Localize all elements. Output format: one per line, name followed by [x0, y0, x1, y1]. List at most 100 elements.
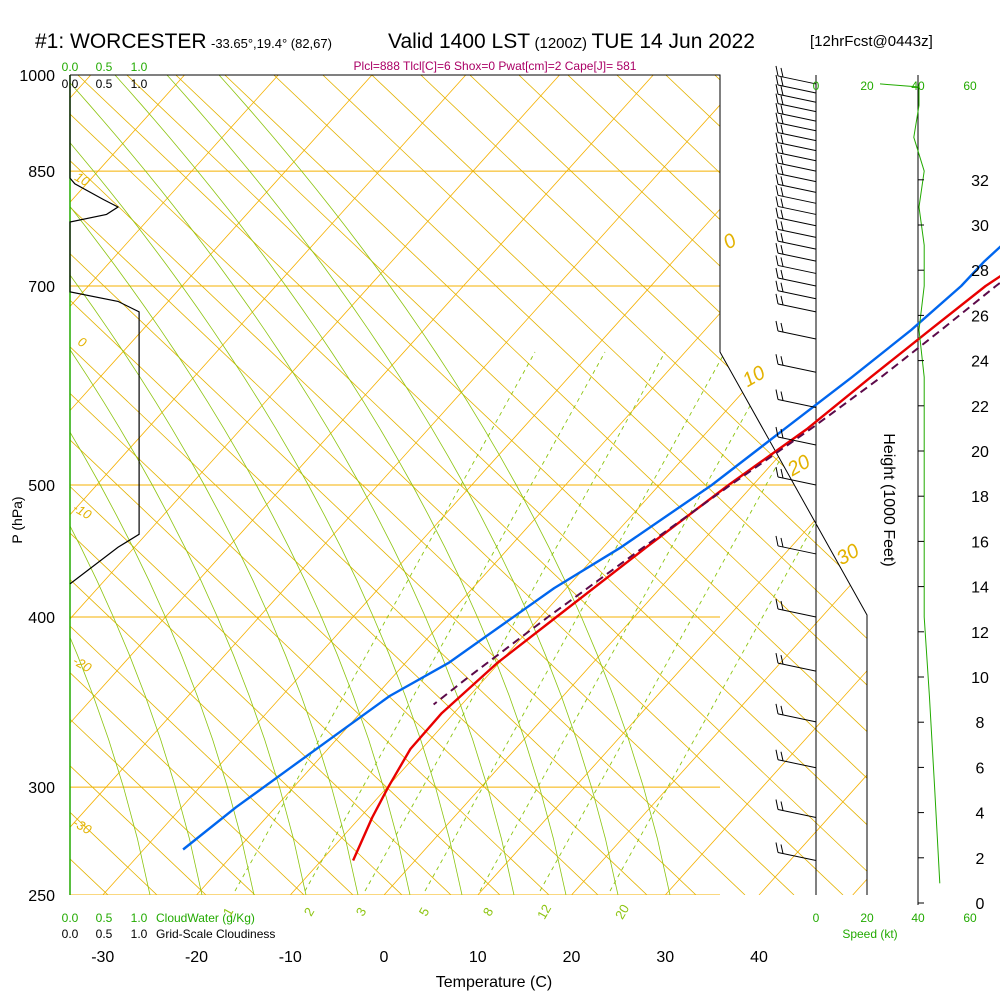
wind-barb-staff	[777, 205, 817, 215]
height-tick-label: 22	[971, 399, 989, 416]
wind-barb-flag	[780, 187, 784, 197]
wind-barb-flag	[780, 209, 784, 219]
wind-barb-flag	[780, 295, 784, 305]
wind-barb	[775, 389, 817, 408]
moist-adiabat-line	[70, 75, 411, 895]
wind-barb-flag	[775, 749, 779, 760]
mixing-ratio-line	[539, 351, 841, 892]
speed-top-tick: 0	[813, 79, 820, 93]
height-tick-label: 0	[976, 896, 985, 913]
dry-adiabat-label: 20	[783, 451, 814, 482]
wind-barb-flag	[780, 124, 784, 134]
wind-barb	[775, 243, 817, 262]
dry-adiabat-line	[567, 75, 867, 895]
wind-barb-flag	[775, 293, 779, 304]
dry-adiabat-line	[70, 75, 501, 895]
wind-barb-staff	[777, 713, 817, 723]
wind-barb-flag	[775, 426, 779, 438]
wind-barb-flag	[775, 65, 779, 77]
cloudwater-top-tick: 0.0	[62, 60, 79, 74]
height-tick-label: 24	[971, 354, 989, 371]
speed-axis-label: Speed (kt)	[842, 927, 897, 941]
wind-barb-flag	[775, 389, 779, 400]
height-tick-label: 14	[971, 580, 989, 597]
wind-barb	[775, 74, 817, 94]
cloudwater-label: CloudWater (g/Kg)	[156, 911, 255, 925]
height-axis-label: Height (1000 Feet)	[880, 433, 897, 566]
dry-adiabat-line	[70, 75, 305, 895]
wind-barb-flag	[780, 844, 784, 854]
title-valid-group: Valid 1400 LST (1200Z) TUE 14 Jun 2022	[388, 30, 755, 54]
wind-barb	[775, 703, 817, 723]
isotherm-line	[758, 75, 867, 895]
isotherm-line	[947, 75, 1000, 895]
wind-barb-flag	[775, 653, 779, 664]
wind-barb	[775, 255, 817, 274]
cloudiness-profile-line	[69, 75, 140, 585]
wind-barb-flag	[780, 282, 784, 292]
wind-barb-flag	[775, 142, 779, 153]
speed-bottom-tick: 0	[813, 911, 820, 925]
plot-frame	[70, 74, 868, 895]
wind-barb-staff	[777, 103, 817, 113]
moist-adiabat-line	[70, 75, 463, 895]
height-tick-label: 12	[971, 625, 989, 642]
chart-title: #1: WORCESTER -33.65°,19.4° (82,67) Vali…	[0, 30, 1000, 60]
wind-barb	[775, 84, 817, 103]
y-tick-label: 300	[28, 780, 55, 797]
wind-barb-staff	[777, 363, 817, 373]
wind-barb-flag	[775, 280, 779, 291]
wind-barb-flag	[780, 221, 784, 231]
wind-barb-flag	[775, 243, 779, 254]
cloudiness-label: Grid-Scale Cloudiness	[156, 927, 275, 941]
wind-barb-flag	[775, 153, 779, 164]
isotherm-line	[70, 75, 467, 895]
wind-barb-staff	[777, 476, 817, 486]
isotherm-line	[70, 75, 748, 895]
wind-barb-staff	[777, 545, 817, 555]
height-tick-label: 30	[971, 218, 989, 235]
wind-barb	[775, 354, 817, 373]
wind-barb-flag	[775, 231, 779, 242]
wind-barb-flag	[780, 134, 784, 144]
mixing-ratio-label: 20	[612, 902, 632, 922]
speed-top-tick: 60	[963, 79, 977, 93]
isotherm-line	[70, 75, 373, 895]
dry-adiabat-line	[70, 75, 746, 895]
mixing-ratio-line	[609, 351, 867, 892]
wind-barb	[775, 799, 817, 818]
cloudiness-bottom-tick: 0.0	[62, 927, 79, 941]
moist-adiabat-line	[70, 75, 359, 895]
wind-barb	[775, 132, 817, 152]
isotherm-line	[70, 75, 279, 895]
wind-barb-staff	[777, 290, 817, 300]
wind-barb-staff	[777, 852, 817, 862]
wind-barb-flag	[775, 163, 779, 174]
wind-barb-flag	[780, 155, 784, 165]
wind-barb-staff	[777, 303, 817, 313]
wind-barb	[775, 207, 817, 227]
isotherm-line	[571, 75, 867, 895]
speed-bottom-tick: 20	[860, 911, 874, 925]
dry-adiabat-line	[322, 75, 867, 895]
wind-barb	[775, 142, 817, 162]
parcel-line	[432, 281, 1000, 706]
wind-barb-flag	[775, 354, 779, 365]
wind-barb	[775, 174, 817, 193]
wind-barb-flag	[775, 320, 779, 332]
wind-barb-flag	[780, 751, 784, 761]
wind-barb-staff	[777, 608, 817, 618]
wind-barb-flag	[775, 196, 779, 207]
dry-adiabat-line	[812, 75, 867, 895]
wind-barb	[775, 320, 817, 340]
wind-barb-flag	[780, 468, 784, 479]
dry-adiabat-label: 10	[72, 169, 93, 190]
dry-adiabat-line	[70, 75, 844, 895]
wind-barb-staff	[777, 228, 817, 238]
wind-barb-flag	[780, 76, 784, 87]
wind-barb-staff	[777, 399, 817, 408]
dry-adiabat-line	[126, 75, 867, 895]
y-tick-label: 500	[28, 478, 55, 495]
